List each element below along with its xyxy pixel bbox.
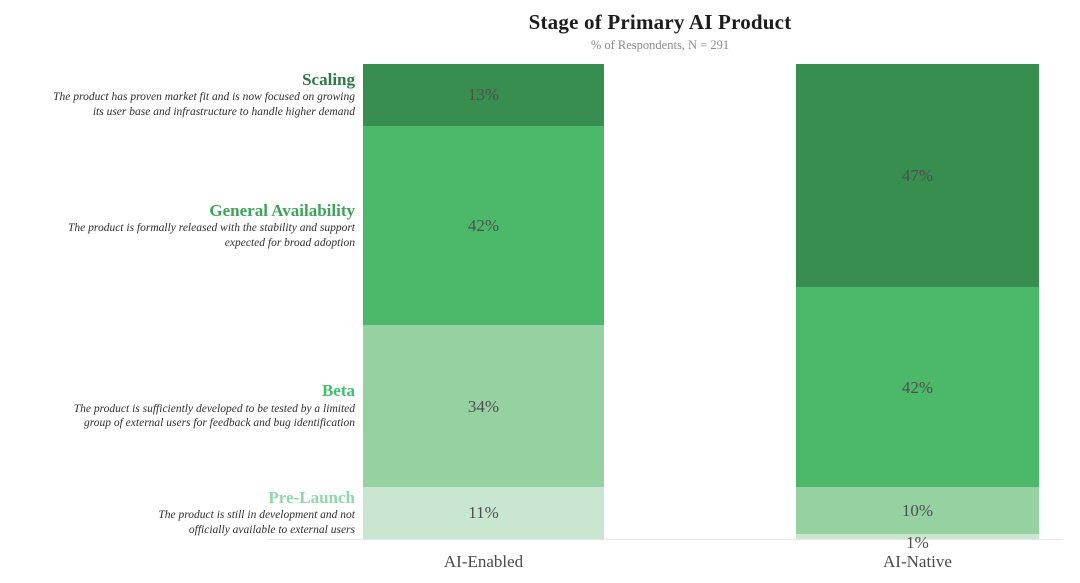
x-axis-line <box>268 539 1063 540</box>
segment-value-label: 42% <box>901 377 934 397</box>
segment-value-label: 13% <box>467 85 500 105</box>
segment-scaling-ai-enabled: 13% <box>363 64 604 126</box>
stage-label-general-availability: General Availability The product is forma… <box>0 201 363 251</box>
bar-ai-native: 47% 42% 10% 1% <box>796 64 1039 551</box>
stage-name: Scaling <box>302 69 355 89</box>
stage-label-beta: Beta The product is sufficiently develope… <box>0 381 363 431</box>
segment-general-availability-ai-enabled: 42% <box>363 125 604 326</box>
stage-label-pre-launch: Pre-Launch The product is still in develo… <box>0 488 363 538</box>
stage-description: The product has proven market fit and is… <box>53 91 355 119</box>
stage-description: The product is still in development and … <box>158 509 355 537</box>
axis-label-ai-enabled: AI-Enabled <box>443 552 524 571</box>
segment-value-label: 1% <box>906 533 929 553</box>
segment-scaling-ai-native: 47% <box>796 64 1039 288</box>
stage-label-scaling: Scaling The product has proven market fit… <box>0 70 363 120</box>
bar-ai-enabled: 13% 42% 34% 11% <box>363 64 604 539</box>
segment-general-availability-ai-native: 42% <box>796 287 1039 487</box>
segment-value-label: 11% <box>468 503 499 523</box>
segment-beta-ai-enabled: 34% <box>363 325 604 487</box>
stage-description: The product is formally released with th… <box>68 222 355 249</box>
segment-pre-launch-ai-native: 1% <box>796 534 1039 551</box>
axis-label-ai-native: AI-Native <box>883 552 952 571</box>
segment-value-label: 34% <box>467 396 500 416</box>
segment-beta-ai-native: 10% <box>796 486 1039 535</box>
segment-value-label: 42% <box>467 216 500 235</box>
stage-name: Beta <box>321 381 355 401</box>
stage-name: Pre-Launch <box>268 487 355 507</box>
segment-pre-launch-ai-enabled: 11% <box>363 486 604 539</box>
stage-name: General Availability <box>209 200 355 220</box>
stage-labels-column: Scaling The product has proven market fit… <box>0 0 363 583</box>
chart-subtitle: % of Respondents, N = 291 <box>590 38 730 52</box>
chart-header: Stage of Primary AI Product % of Respond… <box>250 10 1070 53</box>
stage-description: The product is sufficiently developed to… <box>73 402 355 430</box>
chart-title: Stage of Primary AI Product <box>528 10 792 34</box>
segment-value-label: 47% <box>901 166 934 186</box>
segment-value-label: 10% <box>901 501 934 520</box>
